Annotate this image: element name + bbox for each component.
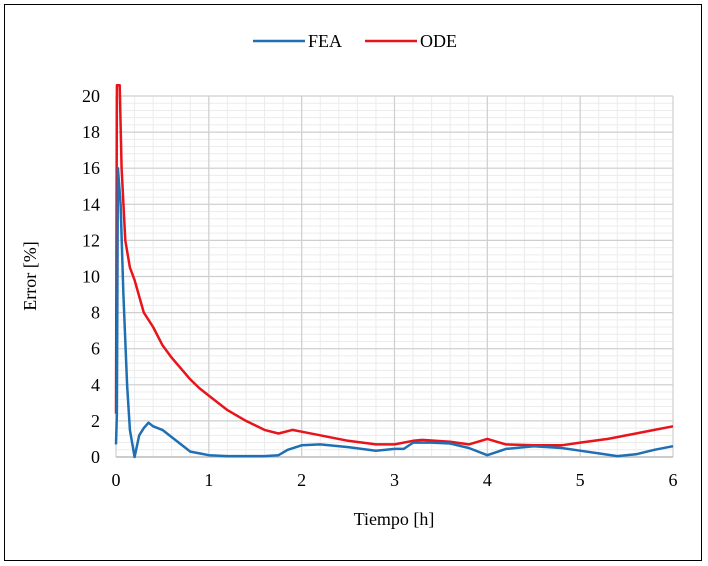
series-line-ode xyxy=(114,83,674,447)
series-lines xyxy=(114,83,674,459)
x-tick-label: 6 xyxy=(669,470,678,490)
y-tick-label: 16 xyxy=(82,158,100,178)
y-tick-label: 6 xyxy=(91,339,100,359)
x-axis-label: Tiempo [h] xyxy=(354,509,435,529)
legend: FEA ODE xyxy=(253,31,457,51)
series-line-fea xyxy=(114,166,674,459)
x-tick-label: 0 xyxy=(112,470,121,490)
y-tick-label: 8 xyxy=(91,303,100,323)
y-tick-label: 14 xyxy=(82,194,100,214)
y-tick-label: 10 xyxy=(82,267,100,287)
y-tick-label: 12 xyxy=(82,230,100,250)
x-tick-label: 2 xyxy=(297,470,306,490)
legend-label-ode: ODE xyxy=(420,31,457,51)
x-tick-label: 3 xyxy=(390,470,399,490)
legend-label-fea: FEA xyxy=(308,31,342,51)
y-axis-label: Error [%] xyxy=(20,241,40,310)
y-tick-label: 2 xyxy=(91,411,100,431)
x-tick-label: 5 xyxy=(576,470,585,490)
y-tick-label: 18 xyxy=(82,122,100,142)
grid xyxy=(115,95,674,458)
y-tick-label: 0 xyxy=(91,447,100,467)
x-tick-label: 1 xyxy=(204,470,213,490)
x-tick-label: 4 xyxy=(483,470,492,490)
chart-frame xyxy=(4,4,702,561)
y-tick-label: 20 xyxy=(82,86,100,106)
y-tick-label: 4 xyxy=(91,375,100,395)
